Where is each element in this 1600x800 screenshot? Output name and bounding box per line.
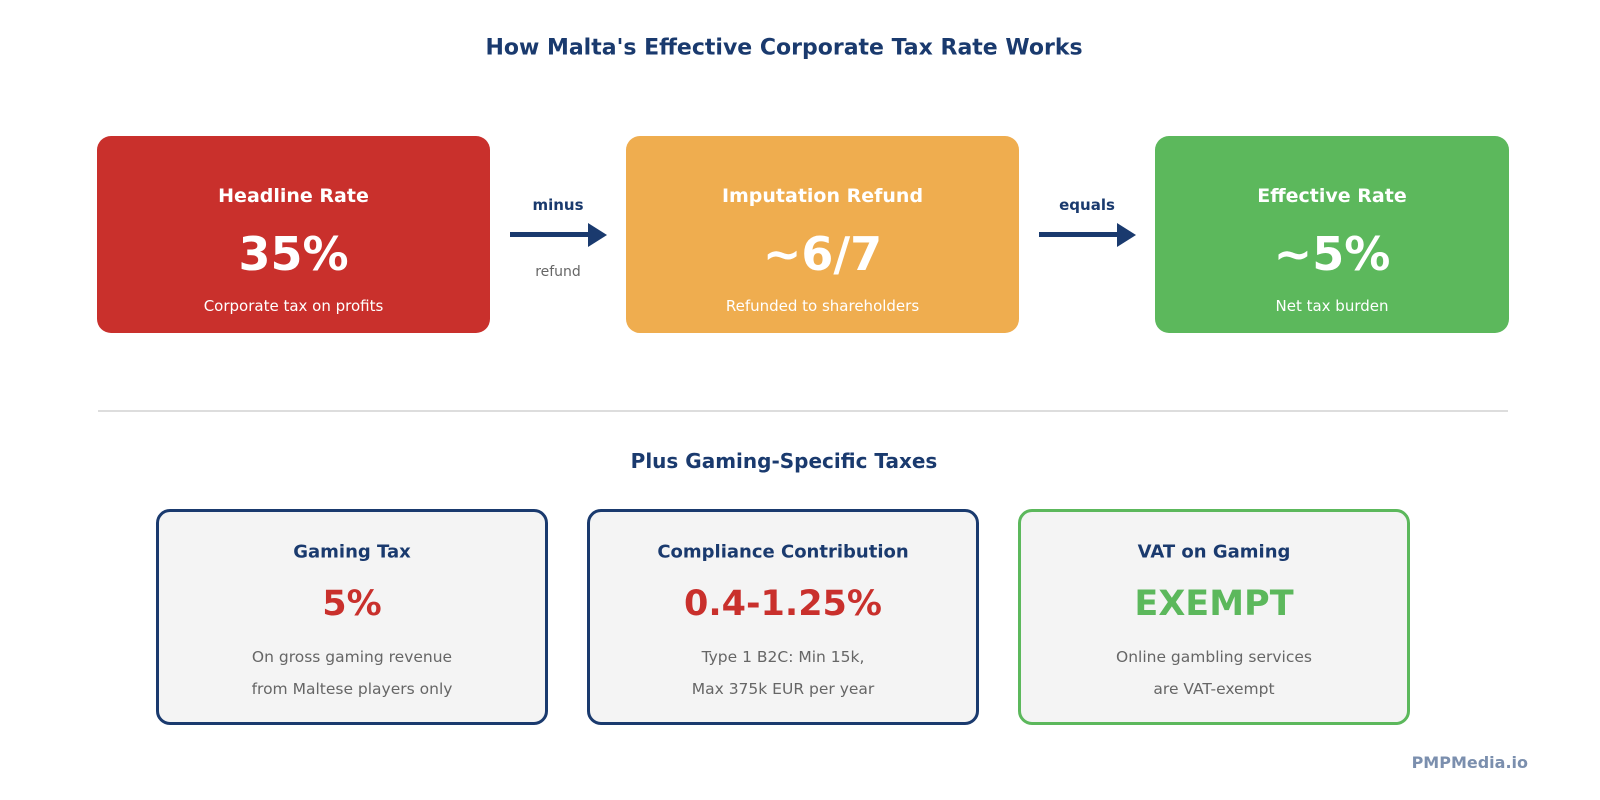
headline-rate-box: Headline Rate 35% Corporate tax on profi…: [97, 136, 490, 333]
operator-sublabel: refund: [535, 264, 581, 280]
card-value: 0.4-1.25%: [684, 584, 882, 624]
card-description-line: Online gambling services: [1116, 648, 1312, 666]
card-description-line: from Maltese players only: [251, 680, 453, 698]
imputation-refund-box: Imputation Refund ~6/7 Refunded to share…: [626, 136, 1019, 333]
operator-equals: equals: [1059, 196, 1115, 214]
box-title: Imputation Refund: [721, 185, 924, 207]
diagram-title: How Malta's Effective Corporate Tax Rate…: [485, 35, 1083, 61]
card-value: 5%: [322, 584, 382, 624]
box-value: 35%: [238, 227, 349, 281]
box-value: ~6/7: [762, 227, 883, 281]
box-caption: Refunded to shareholders: [725, 297, 920, 315]
card-title: Gaming Tax: [293, 541, 411, 563]
watermark: PMPMedia.io: [1411, 753, 1528, 772]
card-description-line: On gross gaming revenue: [251, 648, 453, 666]
gaming-tax-card: Gaming Tax 5% On gross gaming revenue fr…: [156, 509, 548, 725]
card-title: Compliance Contribution: [657, 541, 909, 563]
box-title: Headline Rate: [218, 185, 369, 207]
card-description-line: Type 1 B2C: Min 15k,: [701, 648, 865, 666]
box-title: Effective Rate: [1257, 185, 1407, 207]
section-divider: [98, 410, 1508, 412]
vat-on-gaming-card: VAT on Gaming EXEMPT Online gambling ser…: [1018, 509, 1410, 725]
effective-rate-box: Effective Rate ~5% Net tax burden: [1155, 136, 1509, 333]
card-description-line: Max 375k EUR per year: [691, 680, 875, 698]
card-description-line: are VAT-exempt: [1153, 680, 1275, 698]
card-title: VAT on Gaming: [1137, 541, 1291, 563]
box-caption: Corporate tax on profits: [203, 297, 384, 315]
operator-minus: minus: [532, 196, 584, 214]
box-caption: Net tax burden: [1275, 297, 1389, 315]
section-heading: Plus Gaming-Specific Taxes: [630, 449, 938, 473]
compliance-contribution-card: Compliance Contribution 0.4-1.25% Type 1…: [587, 509, 979, 725]
card-value: EXEMPT: [1134, 584, 1294, 624]
box-value: ~5%: [1273, 227, 1391, 281]
